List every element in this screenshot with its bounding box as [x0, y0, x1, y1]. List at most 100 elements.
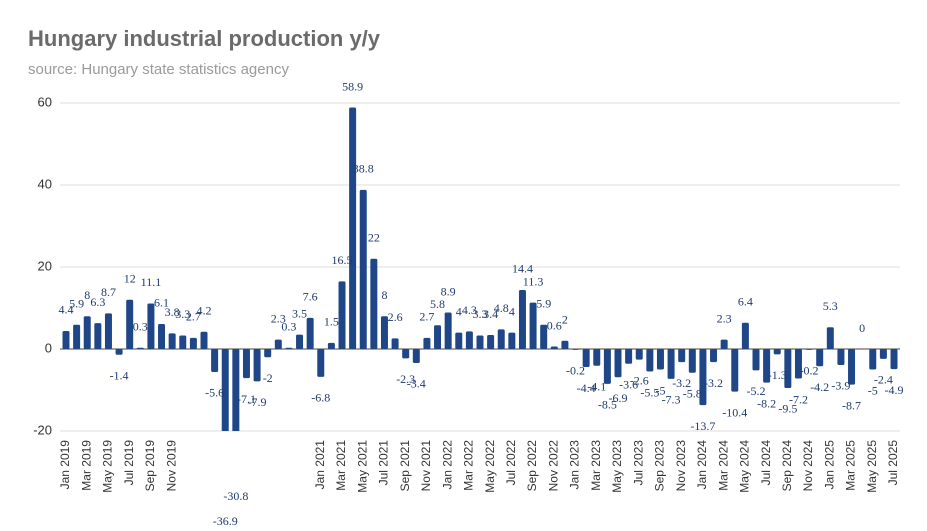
- value-label: -13.7: [690, 419, 715, 433]
- value-label: 11.1: [141, 275, 162, 289]
- bar: [667, 349, 675, 379]
- value-label: 0: [859, 321, 865, 335]
- bar: [242, 349, 250, 379]
- chart-subtitle: source: Hungary state statistics agency: [28, 61, 289, 78]
- value-label: -5.5: [640, 385, 659, 399]
- value-label: -7.2: [789, 392, 808, 406]
- value-label: 2.7: [419, 310, 434, 324]
- x-tick-label: Jul 2025: [886, 440, 900, 486]
- bar: [731, 349, 739, 392]
- bar: [805, 349, 813, 350]
- bar: [572, 349, 580, 350]
- value-label: 3.3: [473, 307, 488, 321]
- x-tick-label: May 2023: [610, 440, 624, 493]
- bar: [126, 299, 134, 349]
- value-label: 5.3: [823, 299, 838, 313]
- value-label: 1.5: [324, 315, 339, 329]
- x-tick-label: Mar 2025: [844, 440, 858, 491]
- bar: [200, 331, 208, 349]
- bar: [338, 281, 346, 349]
- bar: [858, 349, 866, 350]
- bar: [550, 346, 558, 349]
- bar: [380, 316, 388, 349]
- bar: [879, 349, 887, 359]
- bar: [848, 349, 856, 385]
- x-tick-label: Jan 2022: [440, 440, 454, 490]
- bar: [62, 330, 70, 349]
- value-label: 5.8: [430, 297, 445, 311]
- bar: [434, 325, 442, 349]
- value-label: 7.6: [303, 290, 318, 304]
- value-label: -6.8: [311, 391, 330, 405]
- value-label: -5: [868, 383, 878, 397]
- bars: [62, 107, 898, 431]
- bar: [147, 303, 155, 349]
- bar: [327, 342, 335, 349]
- value-label: 6.3: [90, 295, 105, 309]
- value-label: 8: [381, 288, 387, 302]
- x-tick-label: Mar 2022: [462, 440, 476, 491]
- x-tick-label: Nov 2021: [419, 440, 433, 492]
- value-label: -3.6: [619, 378, 638, 392]
- value-label: 3.5: [292, 306, 307, 320]
- bar: [306, 317, 314, 349]
- x-tick-label: Sep 2022: [525, 440, 539, 492]
- y-tick-label: -20: [33, 422, 52, 437]
- bar: [136, 347, 144, 349]
- value-label: -3.4: [407, 377, 426, 391]
- value-label: 4.8: [494, 301, 509, 315]
- value-label: -2.3: [396, 372, 415, 386]
- bar: [83, 316, 91, 349]
- x-tick-label: Nov 2024: [801, 440, 815, 492]
- bar: [837, 349, 845, 365]
- bar: [752, 349, 760, 371]
- value-label: 8.9: [441, 284, 456, 298]
- x-tick-label: Jul 2019: [122, 440, 136, 486]
- bar: [614, 349, 622, 378]
- value-label: 2.6: [388, 310, 403, 324]
- value-label: -7.1: [237, 392, 256, 406]
- bar: [264, 349, 272, 358]
- bar: [794, 349, 802, 379]
- bar: [741, 322, 749, 349]
- x-tick-label: Jul 2024: [759, 440, 773, 486]
- bar: [678, 349, 686, 363]
- value-label: -4.2: [810, 380, 829, 394]
- bar: [646, 349, 654, 372]
- x-tick-label: May 2025: [865, 440, 879, 493]
- x-tick-label: Jul 2023: [631, 440, 645, 486]
- value-label: -5.2: [747, 384, 766, 398]
- bar: [688, 349, 696, 373]
- bar: [603, 349, 611, 384]
- bar: [455, 332, 463, 349]
- value-label: -30.8: [223, 489, 248, 503]
- value-label: 4.2: [197, 304, 212, 318]
- bar: [869, 349, 877, 370]
- value-label: 2.3: [717, 311, 732, 325]
- bar: [370, 258, 378, 349]
- value-label: -5: [655, 383, 665, 397]
- x-tick-label: May 2019: [101, 440, 115, 493]
- value-label: -3.2: [672, 376, 691, 390]
- value-label: 4: [509, 304, 515, 318]
- value-label: -2: [263, 371, 273, 385]
- value-label: 16.5: [332, 253, 353, 267]
- y-tick-label: 60: [38, 94, 52, 109]
- bar: [508, 332, 516, 349]
- chart-title: Hungary industrial production y/y: [28, 26, 381, 51]
- bar: [349, 107, 357, 349]
- value-label: -5.8: [683, 387, 702, 401]
- bar: [476, 335, 484, 349]
- bar: [253, 349, 261, 382]
- value-label: -7.9: [248, 395, 267, 409]
- value-label: 12: [124, 272, 136, 286]
- value-label: -6.9: [609, 391, 628, 405]
- value-label: -2.6: [630, 373, 649, 387]
- bar: [540, 324, 548, 349]
- value-label: 2.7: [186, 310, 201, 324]
- value-label: -8.5: [598, 398, 617, 412]
- bar: [402, 349, 410, 359]
- bar: [487, 335, 495, 349]
- x-tick-label: Sep 2019: [143, 440, 157, 492]
